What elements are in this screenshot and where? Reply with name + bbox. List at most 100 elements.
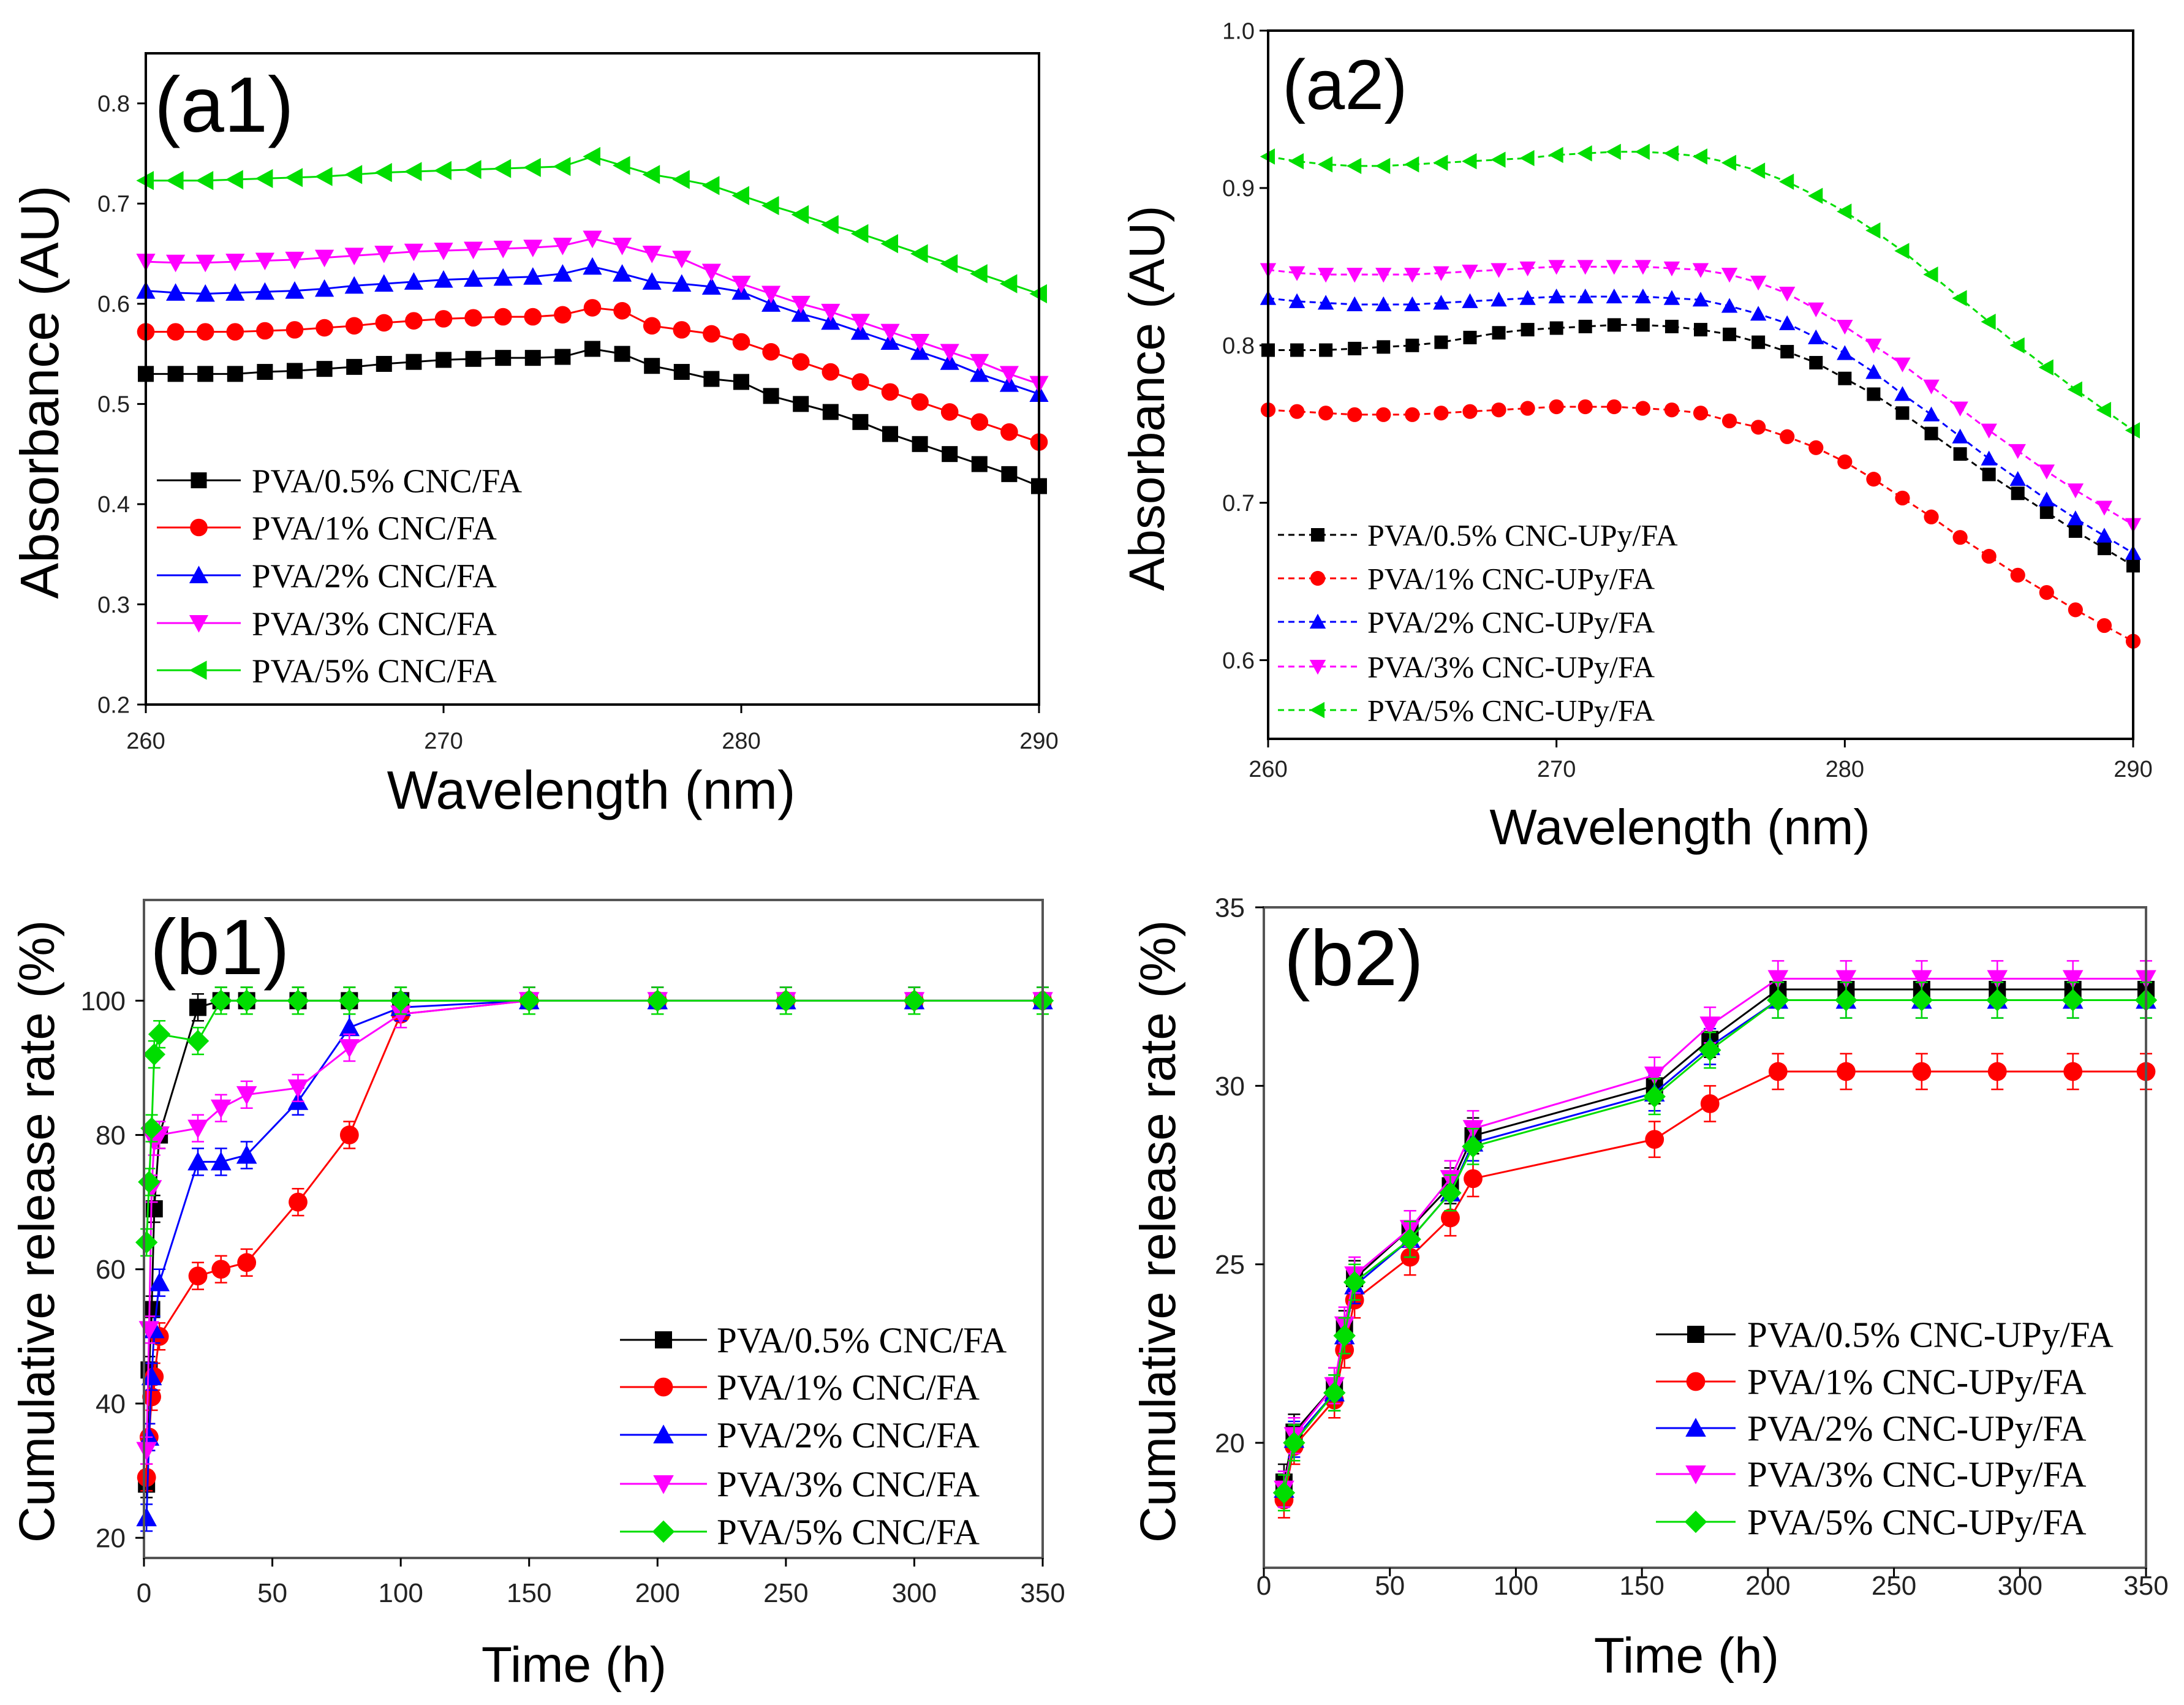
data-point [1634, 143, 1650, 161]
data-point [940, 344, 959, 361]
data-point [761, 195, 779, 216]
data-point [1835, 989, 1857, 1011]
legend-entry: PVA/0.5% CNC/FA [717, 1320, 1007, 1361]
data-point [287, 989, 309, 1012]
data-point [999, 274, 1018, 293]
data-point [1434, 335, 1448, 349]
data-point [1767, 970, 1789, 989]
data-point [970, 353, 989, 372]
x-tick-label: 270 [1537, 757, 1576, 782]
data-point [1404, 156, 1419, 173]
data-point [1319, 343, 1333, 357]
data-point [910, 333, 930, 352]
data-point [1694, 323, 1707, 337]
x-tick-label: 290 [1019, 728, 1058, 754]
data-point [236, 1144, 257, 1164]
data-point [2096, 401, 2111, 418]
data-point [2068, 602, 2083, 618]
data-point [1838, 371, 1852, 385]
legend-entry: PVA/2% CNC/FA [252, 557, 497, 594]
legend-marker [653, 1475, 674, 1494]
x-tick-label: 250 [1872, 1571, 1916, 1601]
data-point [136, 1507, 157, 1527]
data-point [1634, 288, 1652, 304]
data-point [613, 237, 632, 255]
data-point [2038, 359, 2054, 376]
data-point [1549, 399, 1564, 415]
data-point [583, 299, 602, 317]
data-point [1376, 407, 1391, 422]
data-point [195, 284, 215, 302]
data-point [1464, 1169, 1483, 1189]
data-point [880, 234, 898, 254]
chart-panel-a1: 260 270 280 290 0.2 0.3 0.4 0.5 0.6 0.7 0.8 Wavelen… [9, 52, 1059, 820]
y-tick-label: 35 [1215, 893, 1245, 923]
y-axis-label: Absorbance (AU) [9, 186, 70, 599]
x-tick-label: 350 [1020, 1578, 1065, 1608]
data-point [673, 364, 690, 380]
data-point [376, 355, 392, 372]
data-point [1548, 146, 1563, 164]
data-point [1433, 295, 1449, 310]
data-point [1578, 319, 1592, 333]
data-point [1375, 268, 1392, 283]
series-line-3 [1283, 978, 2146, 1490]
data-point [1779, 315, 1796, 330]
series-line-4 [145, 999, 1043, 1242]
data-point [881, 383, 899, 401]
data-point [1867, 387, 1881, 401]
data-point [211, 1260, 231, 1279]
data-point [1721, 413, 1737, 429]
data-point [2096, 501, 2113, 516]
data-point [1692, 292, 1709, 307]
data-point [1548, 260, 1565, 275]
data-point [554, 349, 571, 365]
y-tick-label: 60 [96, 1255, 126, 1285]
x-tick-label: 250 [763, 1578, 808, 1608]
data-point [1779, 287, 1796, 302]
legend: PVA/0.5% CNC/FA PVA/1% CNC/FA PVA/2% CNC/F… [620, 1320, 1007, 1552]
data-point [731, 276, 751, 293]
data-point [1981, 423, 1997, 439]
plot-frame [1267, 29, 2134, 740]
data-point [731, 186, 749, 205]
y-tick-label: 40 [96, 1389, 126, 1419]
data-point [374, 274, 394, 292]
data-point [1835, 970, 1857, 989]
data-point [374, 246, 394, 263]
data-point [701, 263, 721, 282]
data-point [912, 436, 928, 452]
data-point [911, 393, 929, 411]
data-point [821, 303, 841, 322]
data-point [1767, 989, 1789, 1011]
data-point [761, 285, 781, 304]
data-point [822, 363, 840, 381]
data-point [1952, 428, 1968, 444]
data-point [465, 350, 482, 367]
series-line-0 [145, 999, 1043, 1484]
data-point [821, 215, 839, 235]
data-point [493, 268, 513, 286]
data-point [1912, 1062, 1932, 1081]
data-point [791, 295, 810, 314]
data-point [1981, 314, 1996, 330]
data-point [405, 312, 423, 330]
data-point [166, 171, 184, 191]
data-point [1692, 148, 1707, 165]
x-axis-label: Wavelength (nm) [387, 760, 796, 820]
data-point [315, 249, 334, 268]
x-axis-label: Time (h) [482, 1637, 667, 1693]
legend-entry: PVA/3% CNC-UPy/FA [1747, 1454, 2087, 1495]
data-point [344, 165, 363, 184]
data-point [822, 404, 839, 420]
data-point [187, 1151, 208, 1171]
data-point [135, 1231, 158, 1254]
data-point [524, 350, 541, 366]
data-point [672, 170, 690, 189]
x-tick-label: 0 [137, 1578, 151, 1608]
data-point [1439, 1181, 1462, 1204]
legend-entry: PVA/1% CNC-UPy/FA [1747, 1362, 2087, 1402]
data-point [375, 314, 393, 332]
data-point [850, 314, 870, 331]
data-point [256, 322, 274, 340]
